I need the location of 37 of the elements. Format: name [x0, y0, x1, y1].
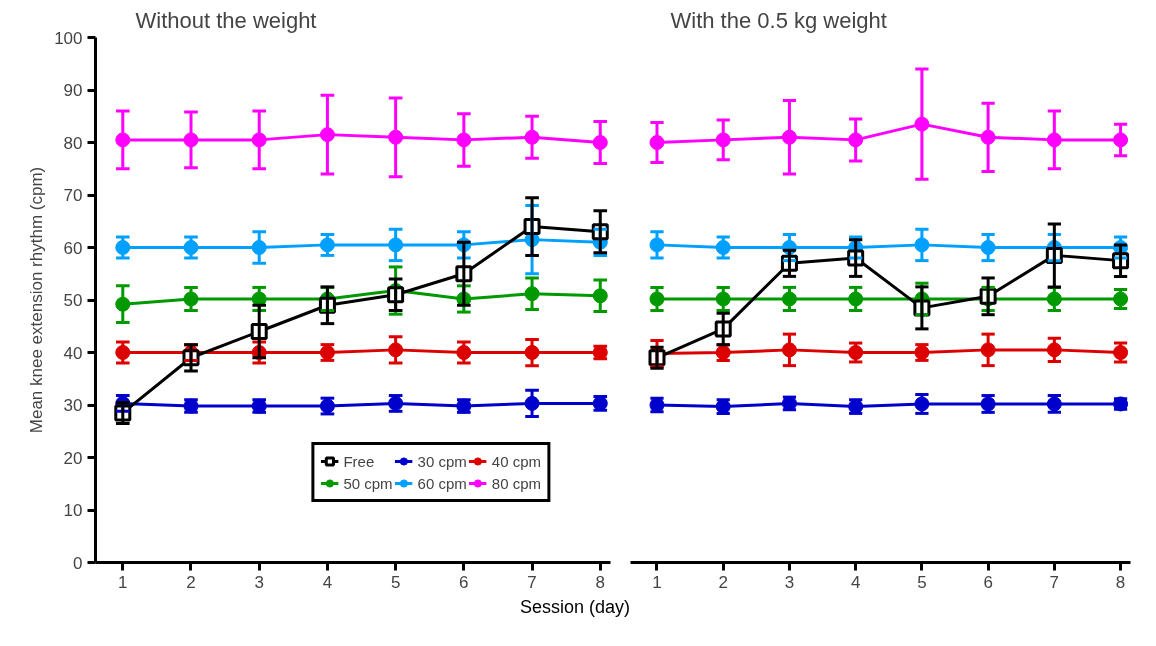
y-tick-label: 90	[63, 81, 83, 100]
y-tick-label: 30	[63, 396, 83, 415]
legend-label: 60 cpm	[417, 474, 467, 492]
y-tick-label: 50	[63, 291, 83, 310]
y-axis-title: Mean knee extension rhythm (cpm)	[27, 166, 47, 434]
x-tick-label: 1	[652, 572, 662, 592]
x-tick-label: 1	[118, 572, 128, 592]
x-tick-label: 4	[322, 572, 333, 592]
x-tick-label: 4	[850, 572, 861, 592]
y-tick-label: 70	[63, 186, 83, 205]
x-tick-label: 7	[1049, 572, 1060, 592]
x-tick-label: 3	[254, 572, 264, 592]
chart-title: Without the weight	[135, 7, 317, 33]
y-tick-label: 100	[54, 28, 83, 48]
chart-title: With the 0.5 kg weight	[670, 7, 887, 33]
x-tick-label: 2	[186, 572, 196, 592]
legend-label: 50 cpm	[343, 474, 393, 492]
legend-label: 30 cpm	[417, 452, 467, 470]
x-tick-label: 5	[390, 572, 401, 592]
legend-label: 80 cpm	[491, 474, 541, 492]
x-tick-label: 3	[784, 572, 795, 592]
legend-label: 40 cpm	[491, 452, 541, 470]
y-tick-label: 60	[63, 238, 83, 258]
x-tick-label: 2	[718, 572, 728, 592]
legend-label: Free	[343, 452, 375, 470]
y-tick-label: 0	[73, 553, 83, 573]
x-tick-label: 6	[983, 572, 993, 592]
x-tick-label: 8	[1115, 572, 1126, 592]
x-axis-title: Session (day)	[519, 596, 631, 619]
x-tick-label: 7	[527, 572, 537, 592]
x-tick-label: 5	[917, 572, 927, 592]
y-tick-label: 80	[63, 133, 83, 153]
x-tick-label: 8	[595, 572, 606, 592]
y-tick-label: 20	[63, 448, 83, 468]
y-tick-label: 40	[63, 343, 83, 363]
y-tick-label: 10	[63, 501, 83, 520]
x-tick-label: 6	[459, 572, 469, 592]
